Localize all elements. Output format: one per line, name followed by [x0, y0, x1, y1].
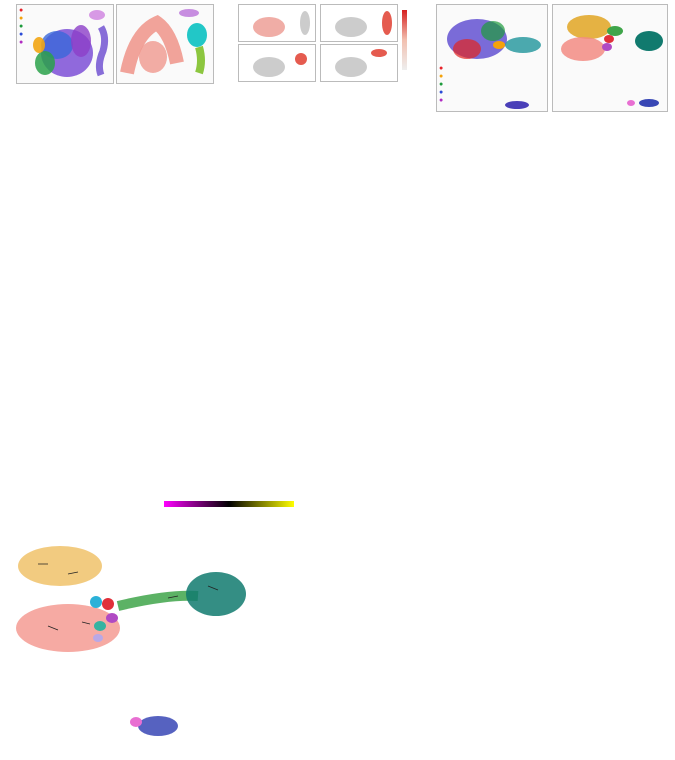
i-network [474, 534, 672, 756]
legend-e13: ● [19, 31, 24, 38]
f-scalebar [164, 501, 294, 507]
feature-pou5f1 [320, 4, 398, 42]
legend-e11: ● [19, 15, 24, 22]
panel-a: ● ● ● ● ● [8, 4, 220, 96]
umap-c-cluster-plot [561, 15, 663, 107]
g-velocity-plot [16, 546, 246, 736]
panel-h [300, 544, 466, 756]
c-legend-e14: ● [439, 97, 444, 104]
umap-a-lineage-plot [120, 9, 207, 75]
legend-e14: ● [19, 39, 24, 46]
feature-col6a1 [238, 44, 316, 82]
umap-c-sample: ● ● ● ● ● [436, 4, 548, 112]
feature-pou5f1-plot [335, 11, 392, 37]
feature-ihh-plot [335, 49, 387, 77]
panel-b [230, 4, 416, 96]
feature-gata3-plot [253, 11, 310, 37]
kegg-list [490, 300, 672, 528]
c-legend-e10: ● [439, 65, 444, 72]
umap-c-cluster [552, 4, 668, 112]
panel-i [474, 534, 672, 756]
e-dotplot [196, 130, 672, 286]
umap-c-sample-plot [447, 19, 541, 109]
d-legend [18, 252, 188, 288]
c-legend-e12: ● [439, 81, 444, 88]
c-legend-e13: ● [439, 89, 444, 96]
feature-col6a1-plot [253, 53, 307, 77]
panel-c: ● ● ● ● ● [430, 4, 672, 124]
feature-gata3 [238, 4, 316, 42]
panel-f [4, 288, 672, 528]
f-scale-ticks [164, 509, 300, 519]
umap-a-lineage [116, 4, 214, 84]
f-heatmap [4, 288, 314, 528]
c-legend-e11: ● [439, 73, 444, 80]
feature-ihh [320, 44, 398, 82]
panel-g [8, 534, 270, 756]
panel-e [196, 130, 672, 286]
rep-gene-list [316, 312, 488, 526]
c-legend: ● ● ● ● ● [439, 65, 443, 105]
umap-a-sample: ● ● ● ● ● [16, 4, 114, 84]
panel-d [4, 134, 190, 290]
legend: ● ● ● ● ● [19, 7, 23, 47]
h-dendrogram [300, 544, 466, 756]
b-colorbar [402, 10, 407, 70]
umap-a-sample-plot [33, 10, 109, 77]
legend-e12: ● [19, 23, 24, 30]
legend-e10: ● [19, 7, 24, 14]
